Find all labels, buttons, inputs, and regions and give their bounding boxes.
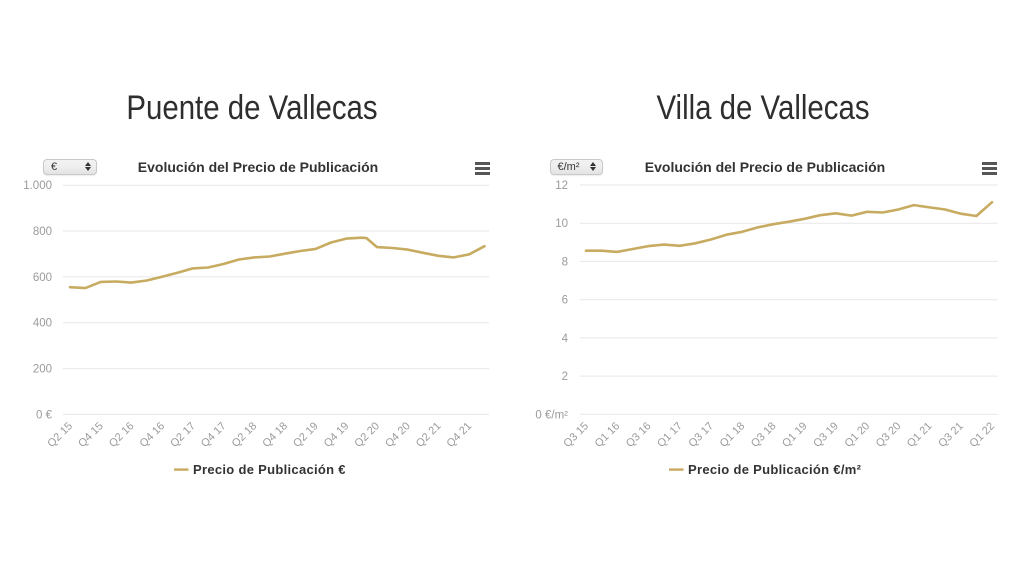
svg-text:Q3 16: Q3 16 xyxy=(624,420,654,450)
svg-text:0 €: 0 € xyxy=(36,409,53,421)
svg-text:Q1 16: Q1 16 xyxy=(593,420,623,450)
svg-text:1.000: 1.000 xyxy=(23,180,52,192)
svg-text:Q3 20: Q3 20 xyxy=(874,420,904,450)
svg-text:Q3 15: Q3 15 xyxy=(561,420,591,450)
svg-text:Q3 21: Q3 21 xyxy=(936,420,966,450)
svg-text:Q2 16: Q2 16 xyxy=(107,420,137,450)
svg-text:Q2 19: Q2 19 xyxy=(291,420,321,450)
svg-text:Q4 15: Q4 15 xyxy=(76,420,106,450)
svg-text:Q2 15: Q2 15 xyxy=(45,420,75,450)
svg-text:Q1 17: Q1 17 xyxy=(655,420,685,450)
svg-text:Q3 19: Q3 19 xyxy=(811,420,841,450)
svg-text:Q3 17: Q3 17 xyxy=(686,420,716,450)
svg-text:400: 400 xyxy=(33,318,52,330)
svg-text:12: 12 xyxy=(555,180,568,192)
svg-text:6: 6 xyxy=(562,295,568,307)
svg-text:Q4 16: Q4 16 xyxy=(138,420,168,450)
svg-text:Q1 21: Q1 21 xyxy=(905,420,935,450)
svg-text:Q4 18: Q4 18 xyxy=(260,420,290,450)
svg-text:Q3 18: Q3 18 xyxy=(749,420,779,450)
svg-text:Q1 18: Q1 18 xyxy=(718,420,748,450)
svg-text:Q2 17: Q2 17 xyxy=(168,420,198,450)
svg-text:Q2 18: Q2 18 xyxy=(230,420,260,450)
svg-text:800: 800 xyxy=(33,226,52,238)
svg-text:Q4 21: Q4 21 xyxy=(445,420,475,450)
svg-text:4: 4 xyxy=(562,333,569,345)
svg-text:2: 2 xyxy=(562,371,568,383)
svg-text:Q4 20: Q4 20 xyxy=(383,420,413,450)
svg-text:Q1 20: Q1 20 xyxy=(843,420,873,450)
svg-text:Q4 17: Q4 17 xyxy=(199,420,229,450)
svg-text:8: 8 xyxy=(562,256,568,268)
svg-text:600: 600 xyxy=(33,272,52,284)
svg-text:200: 200 xyxy=(33,364,52,376)
svg-text:0 €/m²: 0 €/m² xyxy=(535,409,568,421)
svg-text:Q1 22: Q1 22 xyxy=(967,420,997,450)
svg-text:Q2 21: Q2 21 xyxy=(414,420,444,450)
svg-text:Q1 19: Q1 19 xyxy=(780,420,810,450)
svg-text:Q2 20: Q2 20 xyxy=(352,420,382,450)
svg-text:Q4 19: Q4 19 xyxy=(322,420,352,450)
svg-text:10: 10 xyxy=(555,218,568,230)
